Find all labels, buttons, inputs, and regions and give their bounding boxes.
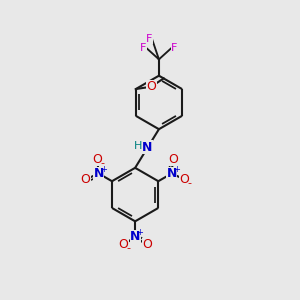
Text: F: F [146,34,153,44]
Text: F: F [140,43,147,53]
Text: O: O [81,173,91,186]
Text: O: O [92,153,102,166]
Text: N: N [130,230,140,243]
Text: O: O [180,173,190,186]
Text: N: N [167,167,177,180]
Text: O: O [118,238,128,251]
Text: H: H [134,140,142,151]
Text: -: - [100,158,104,168]
Text: +: + [173,165,180,174]
Text: -: - [188,178,191,188]
Text: +: + [100,165,107,174]
Text: N: N [142,140,152,154]
Text: O: O [168,153,178,166]
Text: +: + [136,228,143,237]
Text: F: F [171,43,178,53]
Text: O: O [142,238,152,251]
Text: -: - [126,244,130,254]
Text: O: O [146,80,156,93]
Text: N: N [93,167,104,180]
